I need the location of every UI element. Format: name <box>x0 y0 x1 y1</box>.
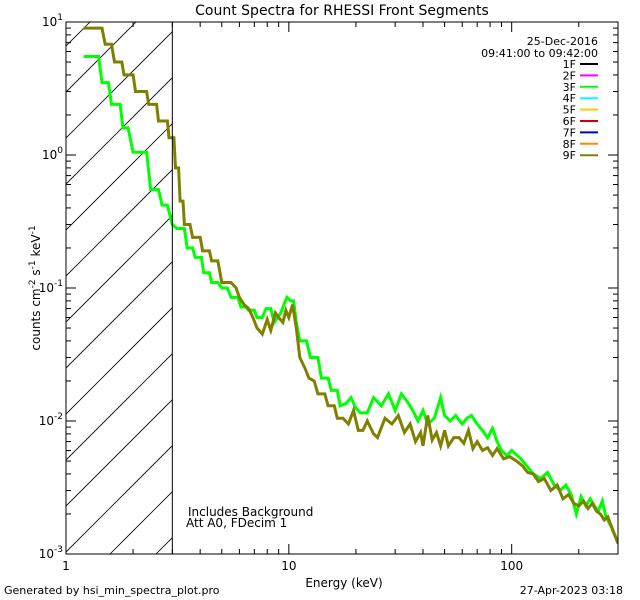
series-line-3F <box>83 55 618 540</box>
hatch-line <box>66 399 173 507</box>
hatch-line <box>66 22 137 93</box>
x-tick-labels: 1 10 100 <box>62 559 523 573</box>
legend-label: 7F <box>563 126 576 139</box>
axis-ticks <box>65 22 619 555</box>
time-range-label: 09:41:00 to 09:42:00 <box>481 47 598 60</box>
hatch-line <box>66 215 173 323</box>
y-axis-label: counts cm-2 s-1 keV-1 <box>28 225 43 350</box>
legend-label: 1F <box>563 58 576 71</box>
y-tick-label: 100 <box>42 146 63 162</box>
legend-label: 8F <box>563 138 576 151</box>
x-tick-label: 100 <box>500 559 523 573</box>
date-label: 25-Dec-2016 <box>527 35 598 48</box>
hatch-line <box>66 353 173 461</box>
hatched-region <box>66 22 173 554</box>
chart-title: Count Spectra for RHESSI Front Segments <box>195 3 489 19</box>
hatch-line <box>66 445 173 553</box>
y-tick-labels: 101 100 10-1 10-2 10-3 <box>39 13 64 561</box>
y-tick-label: 10-2 <box>39 412 63 428</box>
hatch-line <box>66 169 173 277</box>
legend-label: 3F <box>563 81 576 94</box>
y-tick-label: 101 <box>42 13 63 29</box>
footer-timestamp: 27-Apr-2023 03:18 <box>520 584 623 597</box>
series-group <box>83 26 618 545</box>
y-tick-label: 10-1 <box>39 279 63 295</box>
legend-label: 2F <box>563 69 576 82</box>
legend-label: 4F <box>563 92 576 105</box>
series-line-9F <box>83 26 618 545</box>
x-axis-label: Energy (keV) <box>305 576 382 590</box>
annotation-attenuator: Att A0, FDecim 1 <box>186 516 287 530</box>
annotation-background: Includes Background <box>188 505 313 519</box>
footer-generated-by: Generated by hsi_min_spectra_plot.pro <box>4 584 220 597</box>
hatch-line <box>66 31 173 139</box>
legend-label: 6F <box>563 115 576 128</box>
y-tick-label: 10-3 <box>39 545 63 561</box>
x-tick-label: 10 <box>281 559 296 573</box>
x-tick-label: 1 <box>62 559 70 573</box>
legend-label: 5F <box>563 104 576 117</box>
legend-label: 9F <box>563 149 576 162</box>
